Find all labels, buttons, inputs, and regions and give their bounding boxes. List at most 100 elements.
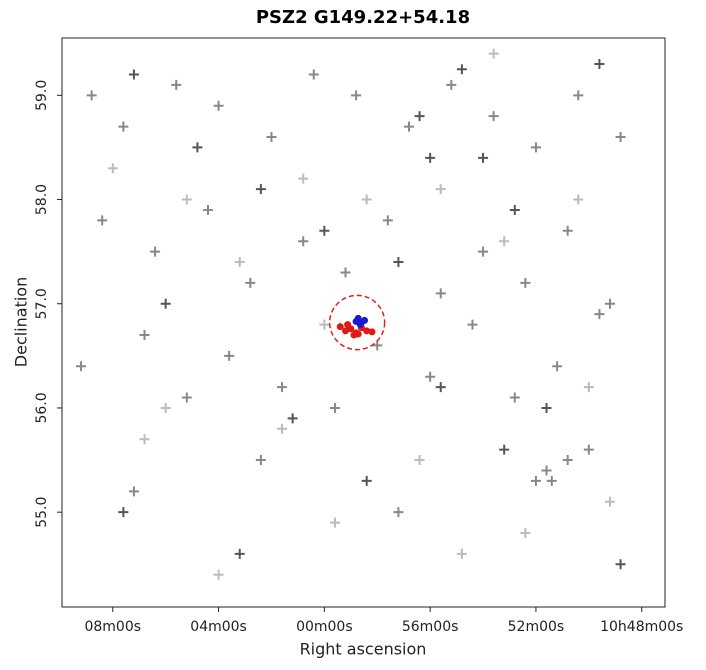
point [562, 225, 573, 236]
point [160, 298, 171, 309]
point [107, 163, 118, 174]
point [361, 194, 372, 205]
point [329, 402, 340, 413]
point [393, 257, 404, 268]
point [298, 173, 309, 184]
point [425, 371, 436, 382]
point [583, 444, 594, 455]
x-tick-label: 00m00s [296, 619, 353, 635]
point [615, 132, 626, 143]
point [298, 236, 309, 247]
point [192, 142, 203, 153]
point [509, 204, 520, 215]
point [573, 194, 584, 205]
point [446, 79, 457, 90]
point [435, 382, 446, 393]
point [213, 569, 224, 580]
x-tick-label: 08m00s [84, 619, 141, 635]
point [478, 152, 489, 163]
point [541, 465, 552, 476]
point [604, 298, 615, 309]
y-axis-label: Declination [12, 277, 31, 367]
point [319, 225, 330, 236]
point [224, 350, 235, 361]
point [255, 455, 266, 466]
point [594, 59, 605, 70]
point [520, 277, 531, 288]
point [478, 246, 489, 257]
point [541, 402, 552, 413]
point [342, 327, 350, 335]
point [520, 528, 531, 539]
point [435, 288, 446, 299]
x-tick-label: 10h48m00s [600, 619, 683, 635]
point [277, 423, 288, 434]
point [393, 507, 404, 518]
point [530, 142, 541, 153]
point [118, 121, 129, 132]
point [171, 79, 182, 90]
point [336, 323, 344, 331]
point [509, 392, 520, 403]
x-axis-label: Right ascension [300, 640, 427, 659]
point [467, 319, 478, 330]
point [344, 321, 352, 329]
y-tick-label: 55.0 [34, 497, 50, 528]
point [308, 69, 319, 80]
point [615, 559, 626, 570]
point [562, 455, 573, 466]
point [435, 184, 446, 195]
point [234, 548, 245, 559]
point [499, 236, 510, 247]
point [499, 444, 510, 455]
point [594, 309, 605, 320]
point [139, 434, 150, 445]
point [277, 382, 288, 393]
point [354, 330, 362, 338]
point [583, 382, 594, 393]
point [245, 277, 256, 288]
point [329, 517, 340, 528]
point [202, 204, 213, 215]
point [573, 90, 584, 101]
point [160, 402, 171, 413]
point [604, 496, 615, 507]
point [456, 548, 467, 559]
point [255, 184, 266, 195]
point [356, 321, 364, 329]
point [181, 392, 192, 403]
point [319, 319, 330, 330]
point [213, 100, 224, 111]
chart-title: PSZ2 G149.22+54.18 [256, 7, 470, 28]
point [488, 111, 499, 122]
y-tick-label: 57.0 [34, 288, 50, 319]
x-tick-label: 04m00s [190, 619, 247, 635]
point [266, 132, 277, 143]
point [76, 361, 87, 372]
point [488, 48, 499, 59]
point [118, 507, 129, 518]
point [287, 413, 298, 424]
point [150, 246, 161, 257]
point [403, 121, 414, 132]
point [372, 340, 383, 351]
y-tick-label: 58.0 [34, 184, 50, 215]
point [368, 328, 376, 336]
point [181, 194, 192, 205]
point [86, 90, 97, 101]
point [414, 455, 425, 466]
plot-frame [61, 37, 666, 608]
point [414, 111, 425, 122]
y-tick-label: 56.0 [34, 392, 50, 423]
y-tick-label: 59.0 [34, 80, 50, 111]
x-tick-label: 52m00s [508, 619, 565, 635]
point [97, 215, 108, 226]
point [425, 152, 436, 163]
point [361, 475, 372, 486]
point [340, 267, 351, 278]
x-tick-label: 56m00s [402, 619, 459, 635]
point [128, 486, 139, 497]
point [456, 64, 467, 75]
point [552, 361, 563, 372]
